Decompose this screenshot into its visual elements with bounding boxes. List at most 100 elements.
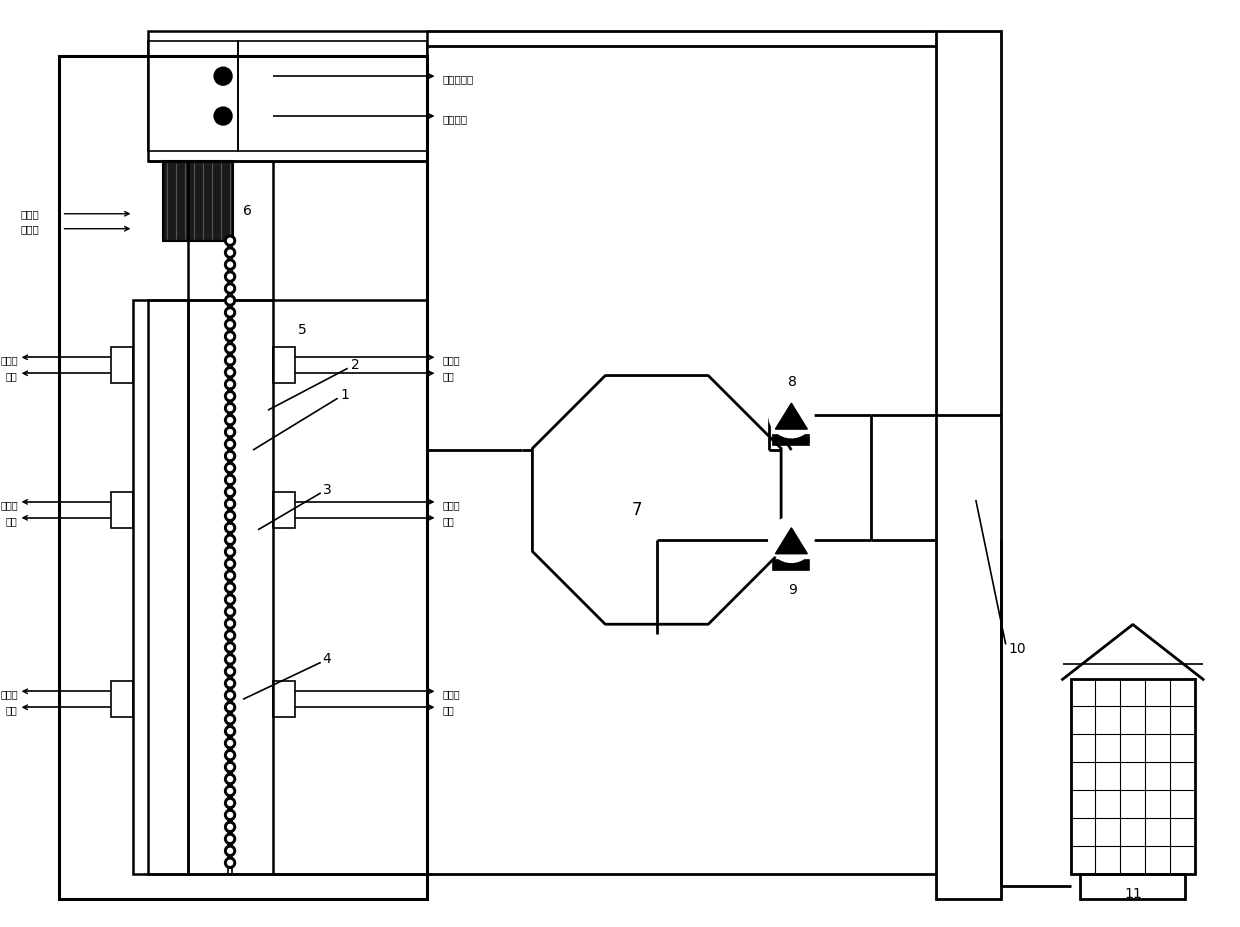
Bar: [188, 300, 273, 874]
Circle shape: [224, 702, 236, 713]
Circle shape: [228, 489, 233, 494]
Circle shape: [228, 250, 233, 255]
Circle shape: [228, 346, 233, 350]
Circle shape: [228, 860, 233, 865]
Circle shape: [224, 248, 236, 258]
Circle shape: [224, 678, 236, 689]
Text: 8: 8: [789, 375, 797, 389]
Circle shape: [228, 848, 233, 854]
Bar: [774, 435, 810, 445]
Circle shape: [224, 426, 236, 438]
Circle shape: [228, 657, 233, 662]
Circle shape: [224, 367, 236, 378]
Circle shape: [228, 465, 233, 471]
Circle shape: [224, 487, 236, 498]
Text: 鼓风: 鼓风: [6, 372, 17, 381]
Bar: [1070, 679, 1195, 874]
Bar: [112, 492, 134, 527]
Bar: [149, 32, 428, 161]
Circle shape: [228, 358, 233, 362]
Circle shape: [228, 597, 233, 602]
Circle shape: [224, 390, 236, 401]
Circle shape: [228, 621, 233, 626]
Circle shape: [224, 260, 236, 270]
Circle shape: [224, 319, 236, 330]
Text: 5: 5: [298, 324, 306, 337]
Text: 9: 9: [789, 582, 797, 597]
Circle shape: [224, 642, 236, 653]
Text: 鼓风: 鼓风: [443, 372, 454, 381]
Text: 7: 7: [632, 501, 642, 519]
Text: 燃气器: 燃气器: [21, 209, 40, 219]
Circle shape: [228, 777, 233, 781]
Circle shape: [228, 645, 233, 650]
Circle shape: [228, 538, 233, 542]
Circle shape: [224, 295, 236, 306]
Circle shape: [224, 475, 236, 486]
Circle shape: [228, 836, 233, 842]
Bar: [164, 161, 233, 241]
Circle shape: [224, 355, 236, 366]
Bar: [134, 300, 188, 874]
Text: 冷却水出口: 冷却水出口: [443, 74, 474, 84]
Text: 鼓风: 鼓风: [443, 705, 454, 716]
Circle shape: [770, 518, 813, 562]
Circle shape: [224, 414, 236, 425]
Circle shape: [224, 343, 236, 354]
Circle shape: [228, 382, 233, 387]
Circle shape: [224, 522, 236, 533]
Circle shape: [228, 585, 233, 590]
Text: 1: 1: [341, 388, 350, 402]
Circle shape: [228, 274, 233, 279]
Circle shape: [228, 453, 233, 459]
Circle shape: [224, 738, 236, 749]
Bar: [149, 42, 238, 151]
Circle shape: [224, 379, 236, 389]
Circle shape: [224, 821, 236, 832]
Circle shape: [224, 857, 236, 869]
Circle shape: [224, 809, 236, 820]
Text: 天然气: 天然气: [443, 500, 460, 510]
Circle shape: [224, 511, 236, 521]
Text: 11: 11: [1125, 887, 1142, 901]
Circle shape: [224, 534, 236, 545]
Circle shape: [228, 717, 233, 722]
Text: 燃烧器: 燃烧器: [21, 223, 40, 234]
Circle shape: [224, 463, 236, 474]
Circle shape: [224, 331, 236, 342]
Circle shape: [228, 394, 233, 399]
Circle shape: [224, 690, 236, 701]
Circle shape: [228, 801, 233, 806]
Bar: [238, 42, 428, 151]
Circle shape: [228, 441, 233, 447]
Circle shape: [228, 789, 233, 794]
Circle shape: [228, 477, 233, 482]
Circle shape: [224, 666, 236, 677]
Text: 鼓风: 鼓风: [6, 515, 17, 526]
Circle shape: [228, 765, 233, 769]
Circle shape: [228, 406, 233, 411]
Circle shape: [228, 370, 233, 375]
Circle shape: [228, 286, 233, 291]
Circle shape: [224, 307, 236, 318]
Text: 鼓风: 鼓风: [6, 705, 17, 716]
Circle shape: [224, 283, 236, 294]
Circle shape: [228, 418, 233, 423]
Circle shape: [228, 298, 233, 303]
Circle shape: [224, 833, 236, 844]
Circle shape: [228, 573, 233, 578]
Circle shape: [228, 502, 233, 506]
Circle shape: [224, 594, 236, 605]
Circle shape: [215, 108, 232, 125]
Circle shape: [770, 393, 813, 437]
Circle shape: [228, 753, 233, 757]
Circle shape: [224, 845, 236, 857]
Circle shape: [224, 797, 236, 808]
Circle shape: [224, 499, 236, 509]
Circle shape: [215, 67, 232, 85]
Text: 鼓风: 鼓风: [443, 515, 454, 526]
Text: 6: 6: [243, 204, 252, 218]
Circle shape: [224, 750, 236, 760]
Circle shape: [224, 570, 236, 581]
Circle shape: [228, 310, 233, 315]
